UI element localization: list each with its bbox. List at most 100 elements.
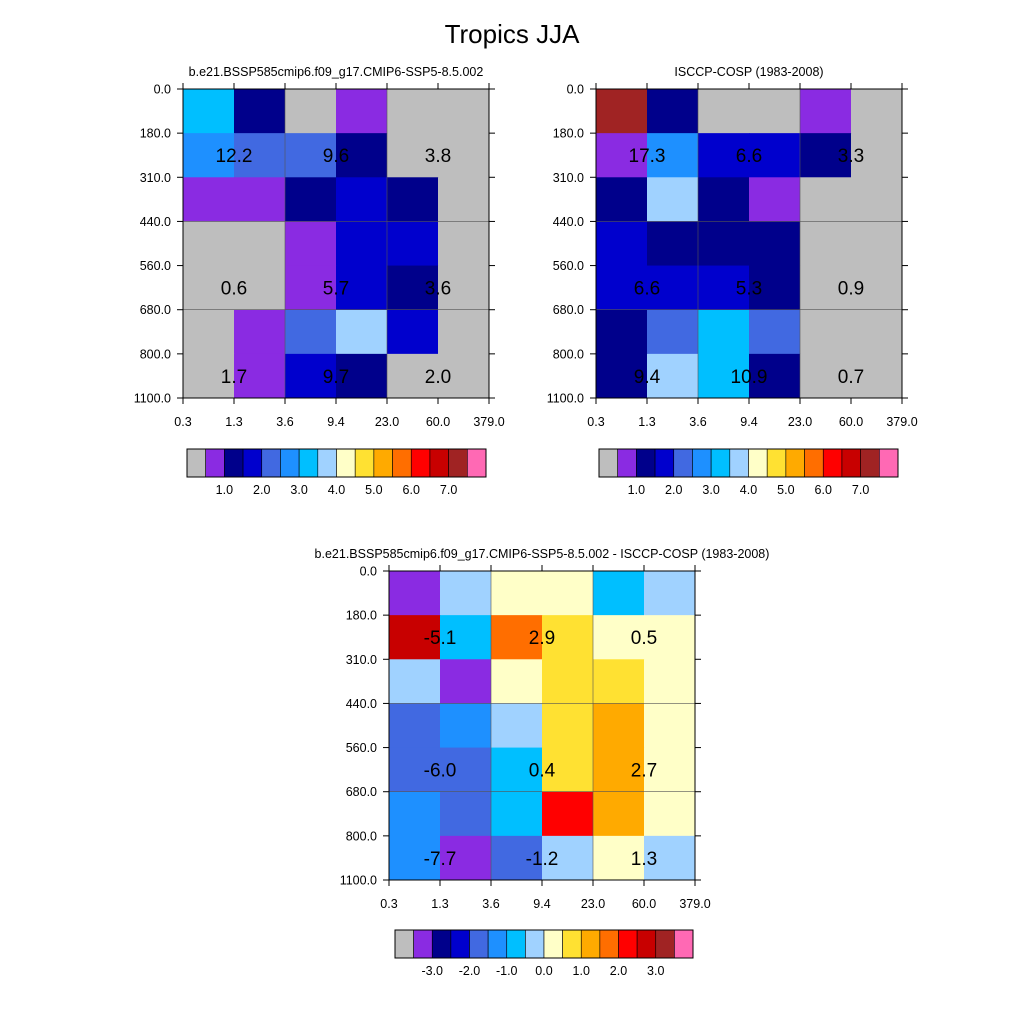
heatmap-cell bbox=[593, 747, 645, 793]
heatmap-cell bbox=[698, 177, 750, 222]
colorbar-swatch bbox=[692, 448, 712, 478]
x-tick-label: 3.6 bbox=[689, 415, 706, 429]
colorbar-label: 2.0 bbox=[253, 483, 270, 497]
heatmap-cell bbox=[644, 791, 696, 837]
cell-annotation: 5.7 bbox=[323, 279, 349, 300]
heatmap-cell bbox=[234, 265, 286, 311]
y-tick-label: 560.0 bbox=[346, 741, 377, 755]
cell-annotation: 3.3 bbox=[838, 146, 864, 167]
colorbar-swatch bbox=[317, 448, 337, 478]
heatmap-cell bbox=[440, 835, 492, 881]
heatmap-cell bbox=[438, 353, 490, 399]
x-tick-label: 60.0 bbox=[426, 415, 450, 429]
cell-annotation: 5.3 bbox=[736, 279, 762, 300]
heatmap-cell bbox=[234, 177, 286, 222]
x-tick-label: 379.0 bbox=[886, 415, 917, 429]
colorbar-swatch bbox=[599, 929, 619, 959]
heatmap-cell bbox=[234, 353, 286, 399]
colorbar-swatch bbox=[392, 448, 412, 478]
heatmap-cell bbox=[491, 835, 543, 881]
heatmap-cell bbox=[800, 89, 852, 134]
colorbar-swatch bbox=[673, 448, 693, 478]
cell-annotation: -5.1 bbox=[424, 628, 457, 649]
y-tick-label: 180.0 bbox=[140, 127, 171, 141]
y-tick-label: 800.0 bbox=[553, 347, 584, 361]
colorbar-label: 1.0 bbox=[573, 964, 590, 978]
heatmap-cell bbox=[491, 571, 543, 616]
x-tick-label: 9.4 bbox=[533, 897, 550, 911]
heatmap-cell bbox=[851, 177, 903, 222]
heatmap-cell bbox=[387, 309, 439, 355]
colorbar-label: 2.0 bbox=[610, 964, 627, 978]
heatmap-cell bbox=[389, 835, 441, 881]
y-tick-label: 440.0 bbox=[140, 215, 171, 229]
colorbar-swatch bbox=[205, 448, 225, 478]
heatmap-cell bbox=[800, 133, 852, 178]
heatmap-cell bbox=[596, 353, 648, 399]
heatmap-cell bbox=[336, 221, 388, 267]
heatmap-cell bbox=[491, 747, 543, 793]
colorbar-swatch bbox=[394, 929, 414, 959]
cell-annotation: 9.4 bbox=[634, 367, 661, 388]
heatmap-cell bbox=[438, 177, 490, 222]
heatmap-cell bbox=[285, 133, 337, 178]
heatmap-cell bbox=[593, 791, 645, 837]
heatmap-cell bbox=[440, 571, 492, 616]
heatmap-cell bbox=[596, 177, 648, 222]
x-tick-label: 23.0 bbox=[375, 415, 399, 429]
heatmap-cell bbox=[183, 133, 235, 178]
colorbar-swatch bbox=[450, 929, 470, 959]
cell-annotation: 10.9 bbox=[731, 367, 768, 388]
colorbar-swatch bbox=[186, 448, 206, 478]
cell-annotation: 6.6 bbox=[736, 146, 762, 167]
colorbar-label: 2.0 bbox=[665, 483, 682, 497]
heatmap-cell bbox=[593, 835, 645, 881]
colorbar-swatch bbox=[525, 929, 545, 959]
cell-annotation: 0.6 bbox=[221, 279, 247, 300]
colorbar-frame bbox=[186, 448, 487, 478]
heatmap-cell bbox=[593, 571, 645, 616]
x-tick-label: 9.4 bbox=[327, 415, 344, 429]
heatmap-cell bbox=[285, 89, 337, 134]
heatmap-cell bbox=[542, 703, 594, 749]
colorbar-swatch bbox=[748, 448, 768, 478]
y-tick-label: 310.0 bbox=[553, 171, 584, 185]
heatmap-cell bbox=[647, 353, 699, 399]
colorbar-swatch bbox=[674, 929, 694, 959]
colorbar-label: 5.0 bbox=[777, 483, 794, 497]
heatmap-cell bbox=[336, 353, 388, 399]
colorbar-swatch bbox=[618, 929, 638, 959]
heatmap-cell bbox=[387, 89, 439, 134]
y-tick-label: 1100.0 bbox=[547, 392, 584, 406]
colorbar-swatch bbox=[487, 929, 508, 959]
heatmap-cell bbox=[542, 835, 594, 881]
heatmap-cell bbox=[800, 353, 852, 399]
heatmap-cell bbox=[234, 133, 286, 178]
cell-annotation: -6.0 bbox=[424, 761, 457, 782]
cell-annotation: 0.7 bbox=[838, 367, 864, 388]
y-tick-label: 0.0 bbox=[567, 83, 584, 97]
panel-title: b.e21.BSSP585cmip6.f09_g17.CMIP6-SSP5-8.… bbox=[315, 547, 770, 561]
heatmap-cell bbox=[698, 353, 750, 399]
colorbar-swatch bbox=[598, 448, 618, 478]
cell-annotation: -7.7 bbox=[424, 849, 457, 870]
colorbar-swatch bbox=[261, 448, 281, 478]
heatmap-cell bbox=[593, 659, 645, 704]
heatmap-cell bbox=[234, 89, 286, 134]
colorbar-label: 0.0 bbox=[535, 964, 552, 978]
heatmap-cell bbox=[647, 133, 699, 178]
colorbar-label: 5.0 bbox=[365, 483, 382, 497]
heatmap-cell bbox=[647, 309, 699, 355]
cell-annotation: 3.6 bbox=[425, 279, 451, 300]
heatmap-cell bbox=[749, 221, 801, 267]
heatmap-cell bbox=[851, 265, 903, 311]
x-tick-label: 0.3 bbox=[174, 415, 191, 429]
heatmap-cell bbox=[851, 89, 903, 134]
heatmap-cell bbox=[438, 221, 490, 267]
heatmap-cell bbox=[491, 615, 543, 660]
x-tick-label: 1.3 bbox=[431, 897, 448, 911]
heatmap-cell bbox=[851, 309, 903, 355]
heatmap-cell bbox=[389, 747, 441, 793]
y-tick-label: 310.0 bbox=[346, 653, 377, 667]
